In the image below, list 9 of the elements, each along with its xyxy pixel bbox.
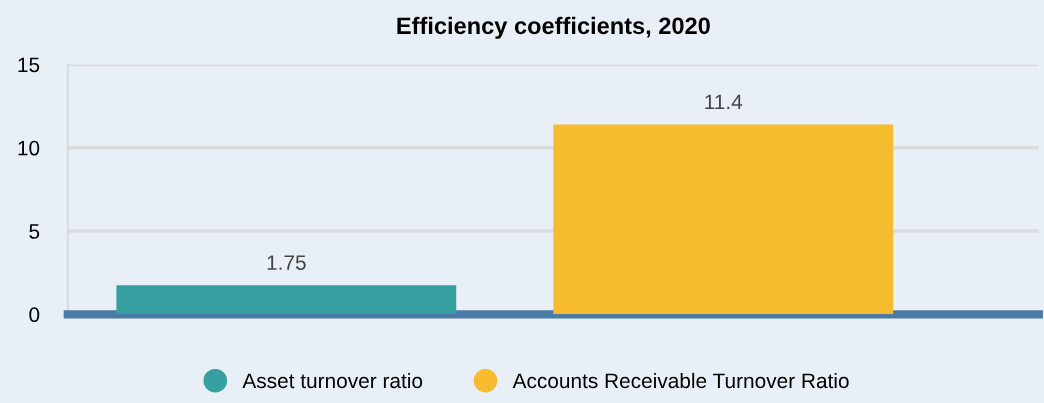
- data-label: 11.4: [705, 94, 743, 110]
- y-tick-label: 5: [29, 224, 40, 239]
- legend-label: Asset turnover ratio: [242, 372, 423, 389]
- data-label: 1.75: [267, 255, 306, 270]
- y-tick-label: 10: [18, 140, 40, 156]
- y-tick-label: 15: [18, 57, 40, 73]
- legend-label: Accounts Receivable Turnover Ratio: [512, 372, 849, 389]
- chart-title: Efficiency coefficients, 2020: [397, 16, 710, 39]
- y-tick-label: 0: [29, 307, 40, 323]
